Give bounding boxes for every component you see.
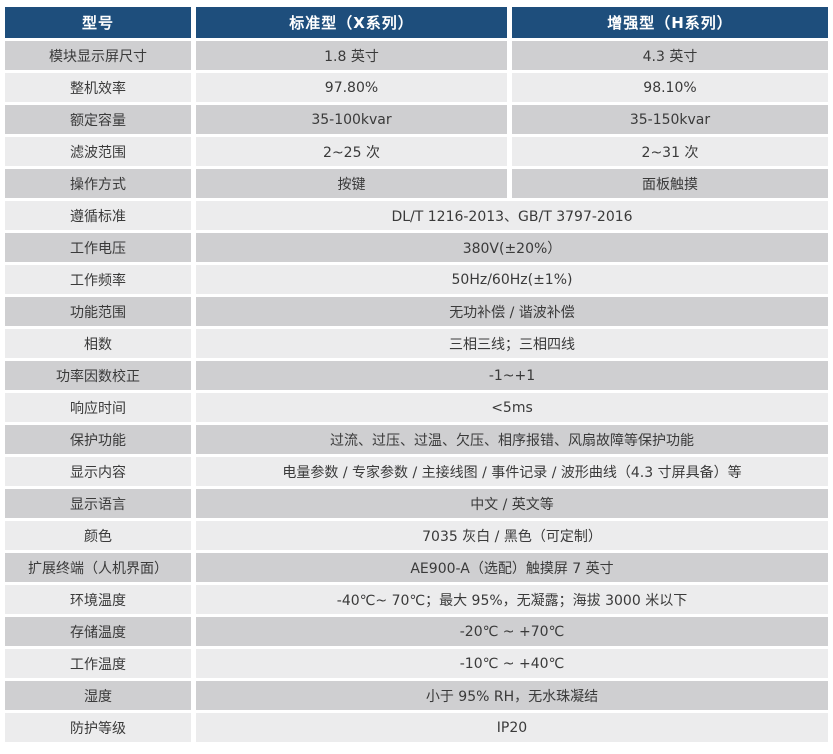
spec-label: 工作电压 bbox=[5, 233, 191, 262]
table-row: 功率因数校正 -1~+1 bbox=[5, 361, 828, 390]
spec-label: 操作方式 bbox=[5, 169, 191, 198]
spec-value: -10℃ ~ +40℃ bbox=[196, 649, 828, 678]
table-row: 遵循标准 DL/T 1216-2013、GB/T 3797-2016 bbox=[5, 201, 828, 230]
table-row: 整机效率 97.80% 98.10% bbox=[5, 73, 828, 102]
spec-value: 35-150kvar bbox=[512, 105, 828, 134]
spec-label: 工作频率 bbox=[5, 265, 191, 294]
spec-value: AE900-A（选配）触摸屏 7 英寸 bbox=[196, 553, 828, 582]
table-row: 显示内容 电量参数 / 专家参数 / 主接线图 / 事件记录 / 波形曲线（4.3… bbox=[5, 457, 828, 486]
spec-value: 380V(±20%） bbox=[196, 233, 828, 262]
header-model: 型号 bbox=[5, 7, 191, 38]
table-row: 操作方式 按键 面板触摸 bbox=[5, 169, 828, 198]
spec-value: 过流、过压、过温、欠压、相序报错、风扇故障等保护功能 bbox=[196, 425, 828, 454]
spec-label: 模块显示屏尺寸 bbox=[5, 41, 191, 70]
spec-value: 1.8 英寸 bbox=[196, 41, 507, 70]
spec-value: DL/T 1216-2013、GB/T 3797-2016 bbox=[196, 201, 828, 230]
spec-label: 湿度 bbox=[5, 681, 191, 710]
table-row: 功能范围 无功补偿 / 谐波补偿 bbox=[5, 297, 828, 326]
table-row: 颜色 7035 灰白 / 黑色（可定制） bbox=[5, 521, 828, 550]
table-row: 保护功能 过流、过压、过温、欠压、相序报错、风扇故障等保护功能 bbox=[5, 425, 828, 454]
spec-label: 相数 bbox=[5, 329, 191, 358]
table-row: 湿度 小于 95% RH，无水珠凝结 bbox=[5, 681, 828, 710]
spec-value: <5ms bbox=[196, 393, 828, 422]
spec-value: 7035 灰白 / 黑色（可定制） bbox=[196, 521, 828, 550]
header-standard-series: 标准型（X系列） bbox=[196, 7, 507, 38]
table-row: 存储温度 -20℃ ~ +70℃ bbox=[5, 617, 828, 646]
table-row: 响应时间 <5ms bbox=[5, 393, 828, 422]
spec-value: 无功补偿 / 谐波补偿 bbox=[196, 297, 828, 326]
table-row: 工作频率 50Hz/60Hz(±1%) bbox=[5, 265, 828, 294]
spec-value: 98.10% bbox=[512, 73, 828, 102]
spec-label: 功能范围 bbox=[5, 297, 191, 326]
table-row: 相数 三相三线；三相四线 bbox=[5, 329, 828, 358]
spec-value: 97.80% bbox=[196, 73, 507, 102]
spec-value: 小于 95% RH，无水珠凝结 bbox=[196, 681, 828, 710]
header-enhanced-series: 增强型（H系列） bbox=[512, 7, 828, 38]
spec-label: 显示内容 bbox=[5, 457, 191, 486]
table-row: 扩展终端（人机界面） AE900-A（选配）触摸屏 7 英寸 bbox=[5, 553, 828, 582]
spec-value: 面板触摸 bbox=[512, 169, 828, 198]
spec-value: 50Hz/60Hz(±1%) bbox=[196, 265, 828, 294]
spec-label: 功率因数校正 bbox=[5, 361, 191, 390]
spec-value: 三相三线；三相四线 bbox=[196, 329, 828, 358]
spec-value: 2~25 次 bbox=[196, 137, 507, 166]
spec-label: 响应时间 bbox=[5, 393, 191, 422]
table-row: 滤波范围 2~25 次 2~31 次 bbox=[5, 137, 828, 166]
table-header-row: 型号 标准型（X系列） 增强型（H系列） bbox=[5, 7, 828, 38]
spec-label: 防护等级 bbox=[5, 713, 191, 742]
spec-label: 保护功能 bbox=[5, 425, 191, 454]
spec-label: 环境温度 bbox=[5, 585, 191, 614]
spec-label: 滤波范围 bbox=[5, 137, 191, 166]
table-row: 环境温度 -40℃~ 70℃；最大 95%，无凝露；海拔 3000 米以下 bbox=[5, 585, 828, 614]
table-row: 显示语言 中文 / 英文等 bbox=[5, 489, 828, 518]
table-row: 工作温度 -10℃ ~ +40℃ bbox=[5, 649, 828, 678]
table-row: 模块显示屏尺寸 1.8 英寸 4.3 英寸 bbox=[5, 41, 828, 70]
spec-label: 颜色 bbox=[5, 521, 191, 550]
spec-label: 扩展终端（人机界面） bbox=[5, 553, 191, 582]
spec-table: 型号 标准型（X系列） 增强型（H系列） 模块显示屏尺寸 1.8 英寸 4.3 英寸… bbox=[0, 4, 833, 745]
spec-value: -20℃ ~ +70℃ bbox=[196, 617, 828, 646]
spec-value: 2~31 次 bbox=[512, 137, 828, 166]
spec-value: IP20 bbox=[196, 713, 828, 742]
spec-value: -1~+1 bbox=[196, 361, 828, 390]
spec-label: 额定容量 bbox=[5, 105, 191, 134]
spec-value: 中文 / 英文等 bbox=[196, 489, 828, 518]
spec-label: 工作温度 bbox=[5, 649, 191, 678]
spec-label: 遵循标准 bbox=[5, 201, 191, 230]
spec-value: 4.3 英寸 bbox=[512, 41, 828, 70]
spec-label: 整机效率 bbox=[5, 73, 191, 102]
spec-value: -40℃~ 70℃；最大 95%，无凝露；海拔 3000 米以下 bbox=[196, 585, 828, 614]
table-row: 工作电压 380V(±20%） bbox=[5, 233, 828, 262]
spec-value: 35-100kvar bbox=[196, 105, 507, 134]
spec-value: 按键 bbox=[196, 169, 507, 198]
spec-label: 存储温度 bbox=[5, 617, 191, 646]
table-row: 额定容量 35-100kvar 35-150kvar bbox=[5, 105, 828, 134]
table-row: 防护等级 IP20 bbox=[5, 713, 828, 742]
spec-label: 显示语言 bbox=[5, 489, 191, 518]
spec-value: 电量参数 / 专家参数 / 主接线图 / 事件记录 / 波形曲线（4.3 寸屏具… bbox=[196, 457, 828, 486]
